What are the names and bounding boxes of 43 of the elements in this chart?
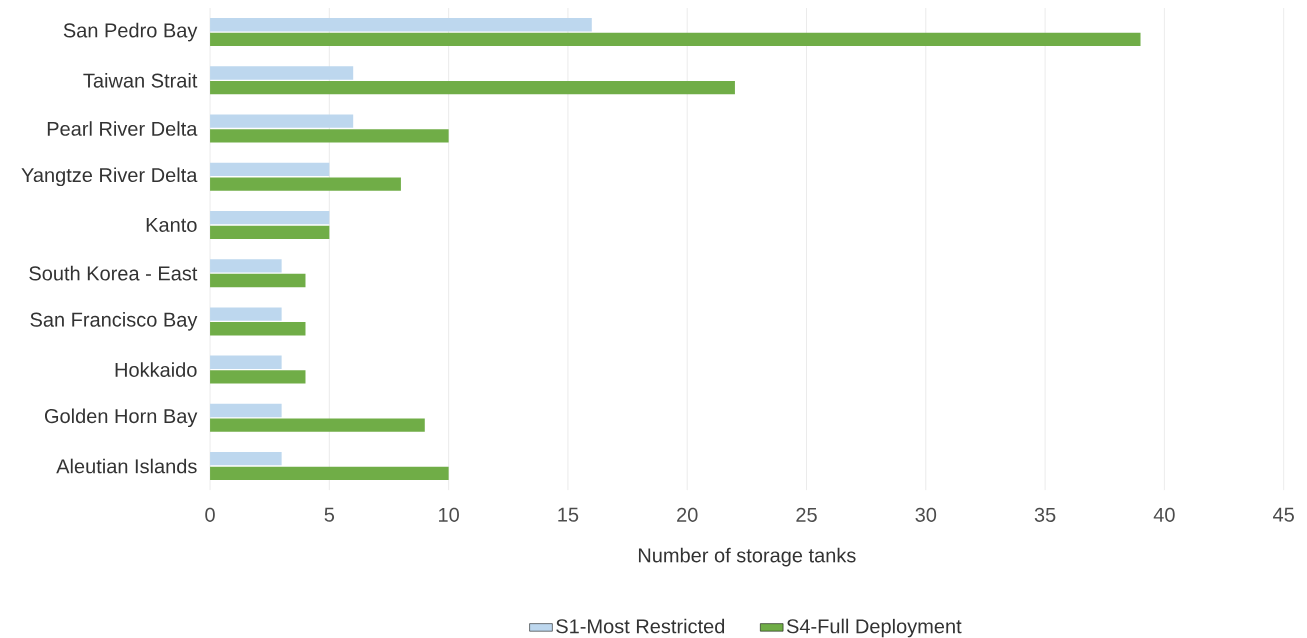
x-tick-label: 0 (205, 507, 215, 522)
x-tick-label: 10 (439, 507, 459, 522)
x-tick-label: 40 (1153, 507, 1175, 522)
bar (210, 66, 354, 80)
y-tick-label: Golden Horn Bay (44, 408, 198, 428)
bar (210, 418, 425, 432)
x-axis-title: Number of storage tanks (638, 547, 856, 567)
bar (210, 225, 330, 239)
y-tick-label: San Francisco Bay (30, 311, 198, 331)
bar (210, 273, 306, 288)
bar (210, 114, 354, 128)
x-tick-label: 45 (1273, 507, 1294, 522)
x-tick-label: 20 (677, 507, 698, 522)
bar (210, 321, 306, 336)
bar (210, 80, 735, 95)
bar (210, 403, 282, 418)
bar (210, 307, 282, 321)
y-tick-label: Hokkaido (115, 362, 197, 377)
bar (210, 32, 1141, 47)
bar (210, 129, 449, 143)
bar (210, 451, 282, 466)
y-tick-label: Aleutian Islands (56, 458, 197, 474)
bar (210, 466, 449, 480)
bar (210, 177, 401, 191)
x-tick-label: 35 (1034, 507, 1056, 522)
x-tick-label: 25 (796, 507, 817, 522)
bar (210, 259, 282, 273)
y-tick-label: Kanto (146, 217, 197, 232)
y-tick-label: Taiwan Strait (83, 72, 198, 88)
x-tick-label: 30 (915, 507, 937, 522)
bar (210, 18, 592, 32)
x-tick-label: 5 (324, 507, 335, 522)
bar (210, 355, 282, 369)
y-tick-label: Yangtze River Delta (21, 167, 198, 186)
y-tick-label: San Pedro Bay (63, 22, 198, 42)
bar (210, 210, 330, 225)
bar (210, 162, 330, 176)
y-tick-label: Pearl River Delta (47, 121, 198, 136)
legend-label: S4-Full Deployment (786, 618, 962, 638)
bar (210, 370, 306, 384)
y-tick-label: South Korea - East (29, 265, 198, 281)
legend-label: S1-Most Restricted (556, 618, 725, 634)
x-tick-label: 15 (558, 507, 579, 522)
